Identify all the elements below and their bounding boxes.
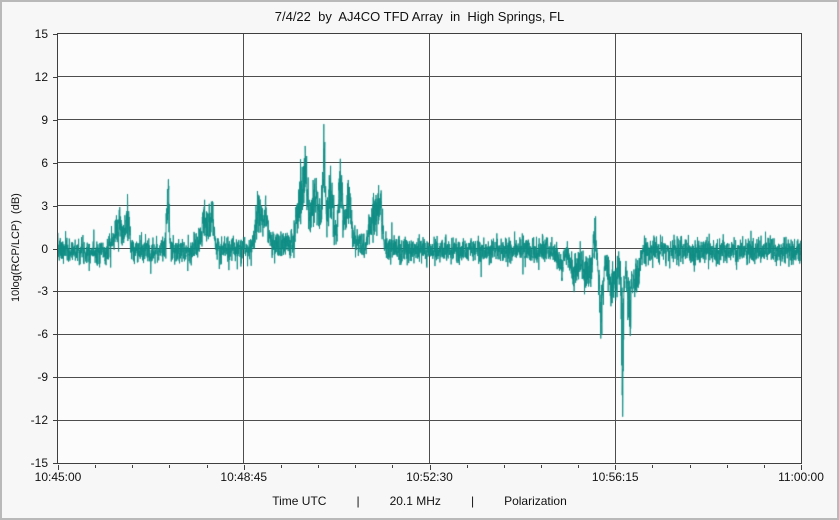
x-minor-tick-mark bbox=[95, 465, 97, 468]
y-tick-label: -3 bbox=[37, 284, 48, 299]
y-tick-label: 12 bbox=[34, 69, 48, 84]
x-minor-tick-mark bbox=[132, 465, 134, 468]
y-tick-label: 0 bbox=[41, 241, 48, 256]
y-tick-mark bbox=[53, 420, 58, 422]
x-minor-tick-mark bbox=[355, 465, 357, 468]
x-minor-tick-mark bbox=[206, 465, 208, 468]
y-tick-mark bbox=[53, 334, 58, 336]
chart-title: 7/4/22 by AJ4CO TFD Array in High Spring… bbox=[274, 9, 565, 24]
x-minor-tick-mark bbox=[763, 465, 765, 468]
y-tick-mark bbox=[53, 377, 58, 379]
x-tick-mark bbox=[243, 465, 245, 470]
x-tick-mark bbox=[429, 465, 431, 470]
footer-frequency-label: 20.1 MHz bbox=[389, 494, 441, 508]
y-tick-mark bbox=[53, 248, 58, 250]
x-minor-tick-mark bbox=[392, 465, 394, 468]
x-tick-label: 10:48:45 bbox=[220, 470, 268, 484]
plot-area bbox=[57, 33, 802, 464]
y-tick-label: 3 bbox=[41, 198, 48, 213]
footer-xaxis-label: Time UTC bbox=[272, 494, 327, 508]
footer-caption: Time UTC | 20.1 MHz | Polarization bbox=[2, 494, 837, 508]
y-tick-label: -6 bbox=[37, 327, 48, 342]
y-tick-label: -12 bbox=[30, 413, 48, 428]
y-tick-mark bbox=[53, 291, 58, 293]
x-minor-tick-mark bbox=[578, 465, 580, 468]
y-tick-mark bbox=[53, 162, 58, 164]
x-tick-label: 10:56:15 bbox=[591, 470, 639, 484]
footer-separator: | bbox=[356, 494, 360, 508]
y-tick-label: -15 bbox=[30, 456, 48, 470]
y-tick-mark bbox=[53, 119, 58, 121]
y-tick-mark bbox=[53, 205, 58, 207]
y-tick-label: -9 bbox=[37, 370, 48, 385]
footer-separator: | bbox=[470, 494, 475, 508]
x-minor-tick-mark bbox=[540, 465, 542, 468]
x-minor-tick-mark bbox=[726, 465, 728, 468]
y-tick-label: 15 bbox=[34, 27, 48, 41]
x-tick-mark bbox=[801, 465, 802, 470]
x-minor-tick-mark bbox=[689, 465, 691, 468]
y-tick-mark bbox=[53, 34, 58, 35]
x-minor-tick-mark bbox=[503, 465, 505, 468]
polarization-trace-canvas bbox=[58, 34, 801, 463]
footer-mode-label: Polarization bbox=[504, 494, 567, 508]
y-tick-label: 6 bbox=[41, 155, 48, 170]
y-tick-mark bbox=[53, 76, 58, 78]
y-tick-mark bbox=[53, 463, 58, 464]
x-minor-tick-mark bbox=[652, 465, 654, 468]
x-minor-tick-mark bbox=[169, 465, 171, 468]
x-tick-label: 10:52:30 bbox=[406, 470, 453, 484]
x-tick-label: 10:45:00 bbox=[34, 470, 82, 484]
x-minor-tick-mark bbox=[280, 465, 282, 468]
x-tick-label: 11:00:00 bbox=[778, 470, 824, 484]
x-tick-mark bbox=[58, 465, 59, 470]
x-minor-tick-mark bbox=[318, 465, 320, 468]
y-tick-label: 9 bbox=[41, 112, 48, 127]
x-minor-tick-mark bbox=[466, 465, 468, 468]
x-tick-mark bbox=[615, 465, 617, 470]
